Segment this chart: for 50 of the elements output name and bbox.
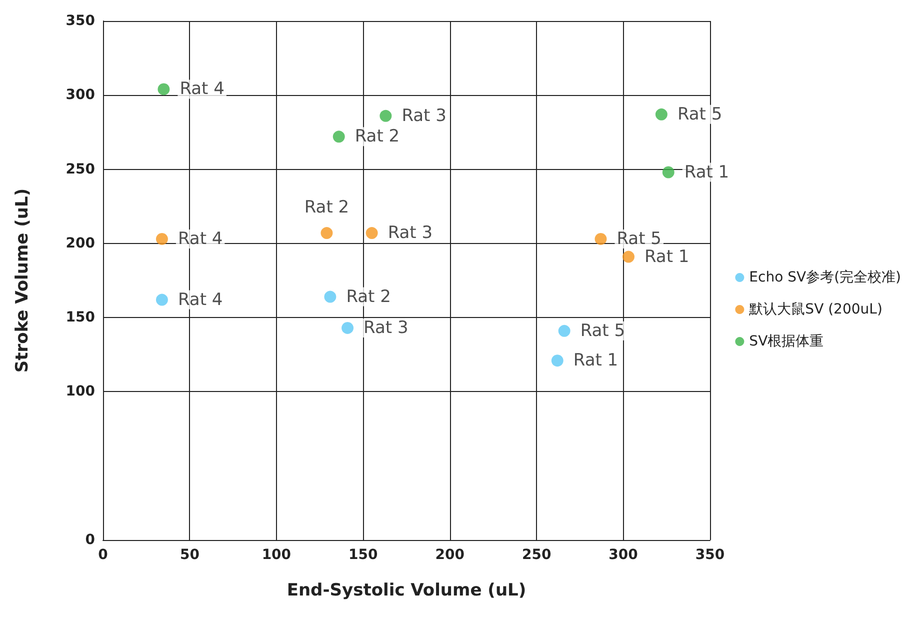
- legend-label: 默认大鼠SV (200uL): [748, 302, 882, 318]
- point: [380, 110, 392, 122]
- data-label: Rat 3: [388, 223, 433, 244]
- point: [622, 250, 634, 263]
- y-tick-label: 100: [66, 384, 96, 400]
- point: [662, 166, 674, 178]
- data-label: Rat 5: [580, 320, 626, 341]
- point: [156, 232, 168, 245]
- data-label: Rat 2: [354, 126, 400, 147]
- y-tick-label: 350: [66, 13, 96, 29]
- point: [366, 227, 378, 240]
- x-tick-label: 150: [348, 547, 378, 563]
- x-tick-label: 0: [98, 547, 108, 563]
- x-axis-title: End-Systolic Volume (uL): [286, 580, 526, 600]
- data-label: Rat 2: [346, 286, 391, 307]
- x-tick-label: 300: [608, 547, 638, 563]
- legend-label: Echo SV参考(完全校准): [749, 270, 902, 286]
- x-tick-label: 250: [522, 547, 552, 563]
- point: [558, 324, 570, 337]
- x-tick-label: 100: [262, 547, 292, 563]
- data-label: Rat 3: [364, 318, 408, 338]
- point: [342, 322, 354, 334]
- point: [320, 227, 333, 240]
- legend-label: SV根据体重: [749, 334, 824, 350]
- y-tick-label: 0: [85, 532, 96, 548]
- data-label: Rat 5: [677, 104, 722, 124]
- data-label: Rat 1: [644, 246, 690, 267]
- x-tick-label: 200: [435, 547, 465, 563]
- y-tick-label: 150: [66, 310, 96, 326]
- data-label: Rat 1: [573, 350, 618, 371]
- point: [551, 354, 564, 367]
- point: [655, 108, 668, 120]
- x-tick-label: 50: [180, 547, 200, 563]
- data-label: Rat 5: [616, 228, 662, 249]
- point: [156, 294, 168, 306]
- point: [158, 83, 170, 96]
- data-label: Rat 4: [178, 228, 223, 249]
- y-tick-label: 250: [66, 161, 96, 178]
- y-axis-title: Stroke Volume (uL): [12, 188, 32, 373]
- point: [324, 290, 336, 303]
- point: [594, 232, 607, 245]
- data-label: Rat 1: [684, 162, 730, 182]
- y-tick-label: 200: [66, 235, 96, 252]
- x-tick-label: 350: [695, 547, 725, 563]
- data-label: Rat 4: [180, 79, 224, 100]
- data-label: Rat 3: [402, 106, 446, 126]
- point: [332, 130, 345, 143]
- data-label: Rat 4: [178, 290, 223, 310]
- data-label: Rat 2: [304, 198, 350, 218]
- y-tick-label: 300: [66, 87, 96, 104]
